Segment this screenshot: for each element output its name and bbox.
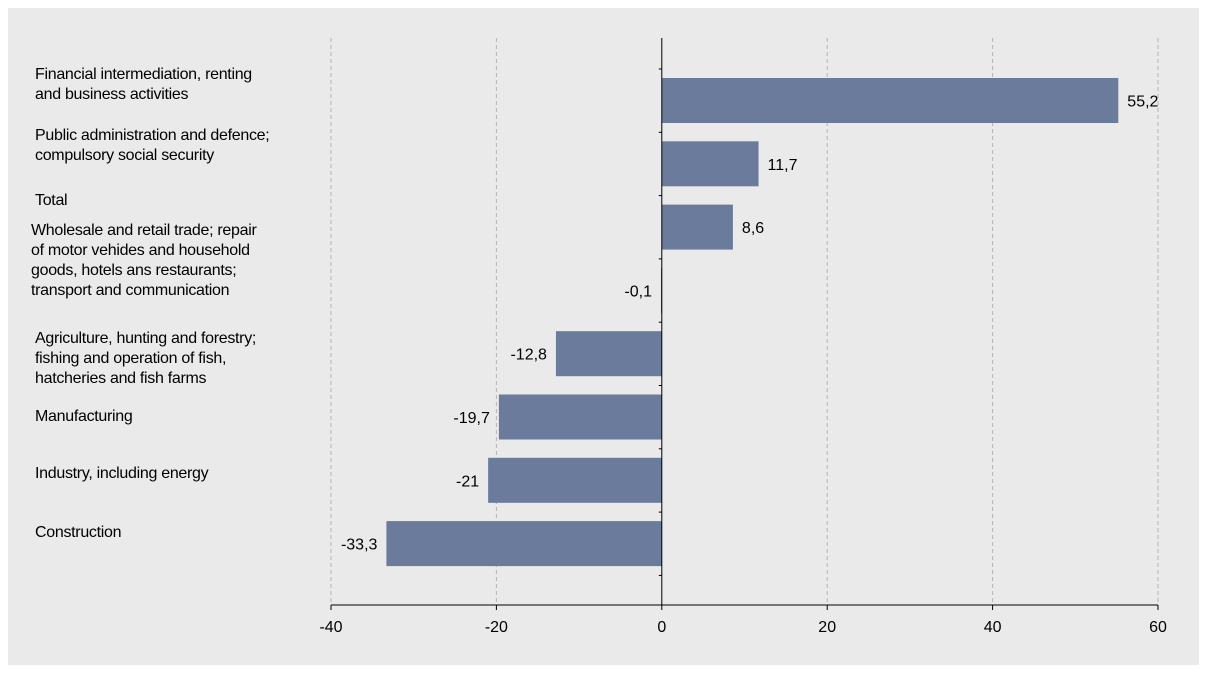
bar	[488, 457, 662, 503]
category-label: Total	[35, 192, 68, 209]
x-tick-label: 60	[1149, 619, 1167, 636]
bar	[661, 78, 1119, 123]
category-label: Construction	[35, 524, 122, 541]
bar	[661, 141, 759, 187]
category-label: Manufacturing	[35, 408, 133, 425]
category-label: Agriculture, hunting and forestry; fishi…	[35, 330, 257, 387]
value-label: 11,7	[768, 157, 798, 174]
category-label: Wholesale and retail trade; repair of mo…	[31, 222, 257, 299]
x-tick-label: 40	[984, 619, 1002, 636]
value-label: -21	[456, 473, 479, 490]
x-tick-label: 20	[818, 619, 836, 636]
value-label: -0,1	[624, 283, 652, 300]
category-label: Industry, including energy	[35, 465, 209, 482]
value-label: -33,3	[341, 537, 378, 554]
bar	[498, 394, 662, 440]
value-label: -12,8	[510, 347, 547, 364]
x-tick-label: -40	[319, 619, 342, 636]
x-tick-label: -20	[485, 619, 508, 636]
bar-chart: 55,2 11,7 8,6 -0,1 -12,8 -19,7 -21 -33,3 -40 -20 0…	[319, 38, 1167, 636]
category-label: Financial intermediation, renting and bu…	[35, 66, 252, 103]
bar	[386, 521, 662, 567]
x-tick-label: 0	[657, 619, 666, 636]
value-label: 55,2	[1127, 94, 1158, 111]
category-label: Public administration and defence; compu…	[35, 127, 270, 164]
value-label: -19,7	[453, 410, 490, 427]
bar	[661, 204, 733, 250]
bar	[555, 331, 662, 377]
chart-area: Financial intermediation, renting and bu…	[8, 8, 1199, 665]
value-label: 8,6	[742, 220, 764, 237]
